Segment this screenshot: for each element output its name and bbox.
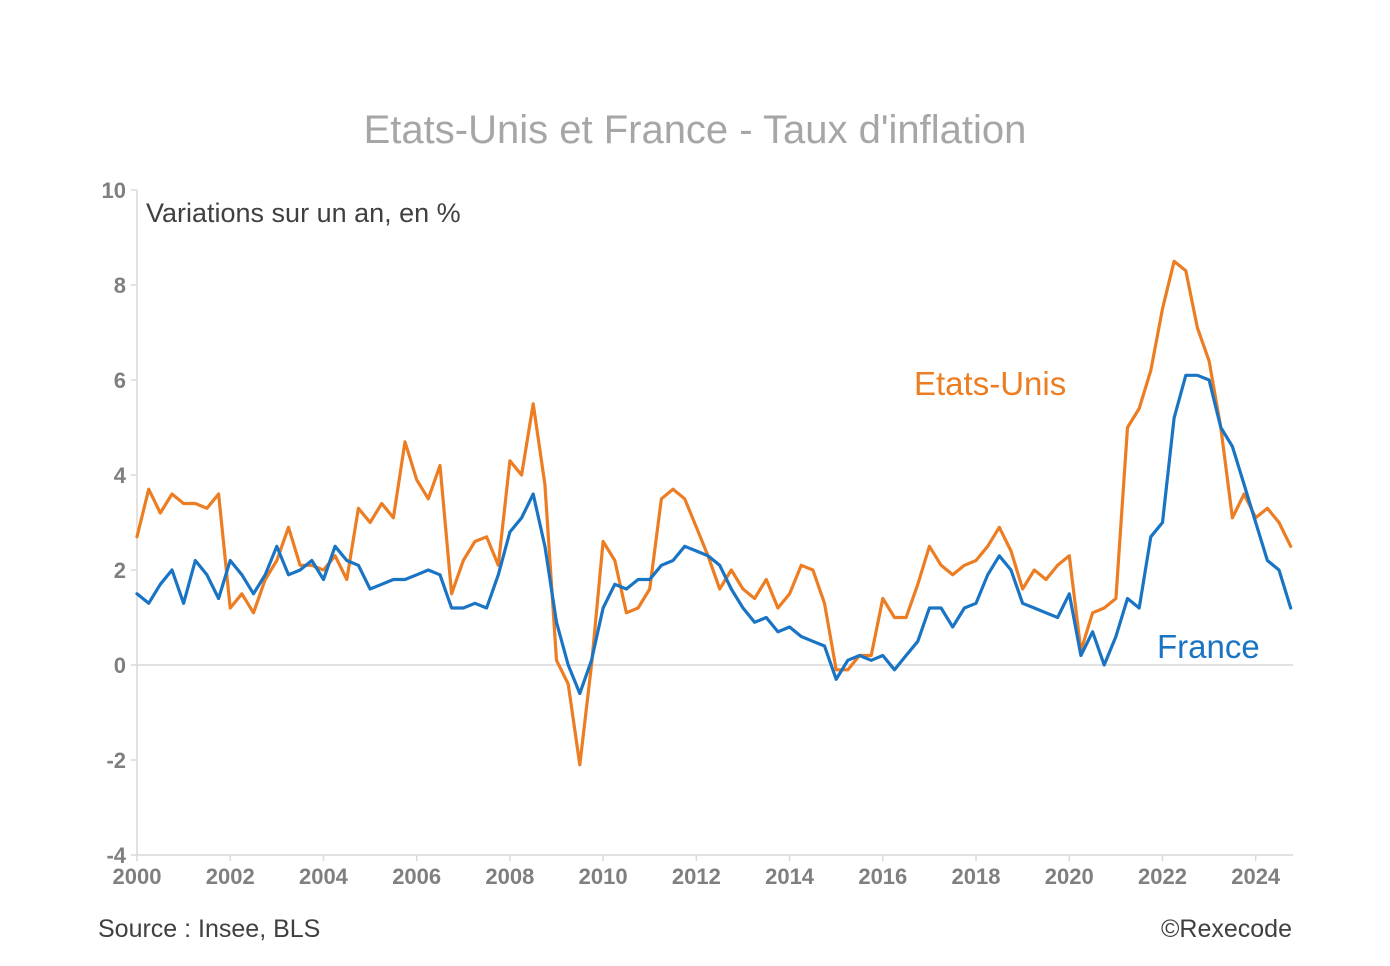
x-tick-label: 2022	[1138, 864, 1187, 889]
copyright-note: ©Rexecode	[1161, 915, 1292, 943]
x-tick-label: 2020	[1045, 864, 1094, 889]
x-tick-label: 2002	[206, 864, 255, 889]
x-tick-label: 2016	[858, 864, 907, 889]
y-ticks: -4 -2 0 2 4 6 8 10	[102, 178, 137, 868]
y-tick-label: -2	[106, 748, 126, 773]
x-tick-label: 2024	[1231, 864, 1281, 889]
x-tick-label: 2014	[765, 864, 815, 889]
series-label-france: France	[1157, 628, 1260, 665]
y-tick-label: 2	[114, 558, 126, 583]
y-tick-label: 10	[102, 178, 126, 203]
y-tick-label: 6	[114, 368, 126, 393]
x-tick-label: 2000	[113, 864, 162, 889]
x-tick-label: 2004	[299, 864, 349, 889]
x-tick-label: 2012	[672, 864, 721, 889]
series-lines	[135, 259, 1293, 767]
y-tick-label: 4	[114, 463, 127, 488]
y-tick-label: -4	[106, 843, 126, 868]
x-tick-label: 2018	[952, 864, 1001, 889]
series-label-etats-unis: Etats-Unis	[914, 365, 1066, 402]
x-tick-label: 2008	[485, 864, 534, 889]
chart-title: Etats-Unis et France - Taux d'inflation	[364, 108, 1027, 152]
series-line-france	[135, 373, 1293, 696]
y-tick-label: 0	[114, 653, 126, 678]
source-note: Source : Insee, BLS	[98, 915, 320, 943]
x-ticks: 2000 2002 2004 2006 2008 2010 2012 2014 2016 2018…	[113, 855, 1281, 889]
x-tick-label: 2010	[579, 864, 628, 889]
chart-subtitle: Variations sur un an, en %	[146, 198, 461, 228]
axes	[136, 190, 1293, 856]
y-tick-label: 8	[114, 273, 126, 298]
series-line-etats-unis	[135, 259, 1293, 767]
x-tick-label: 2006	[392, 864, 441, 889]
